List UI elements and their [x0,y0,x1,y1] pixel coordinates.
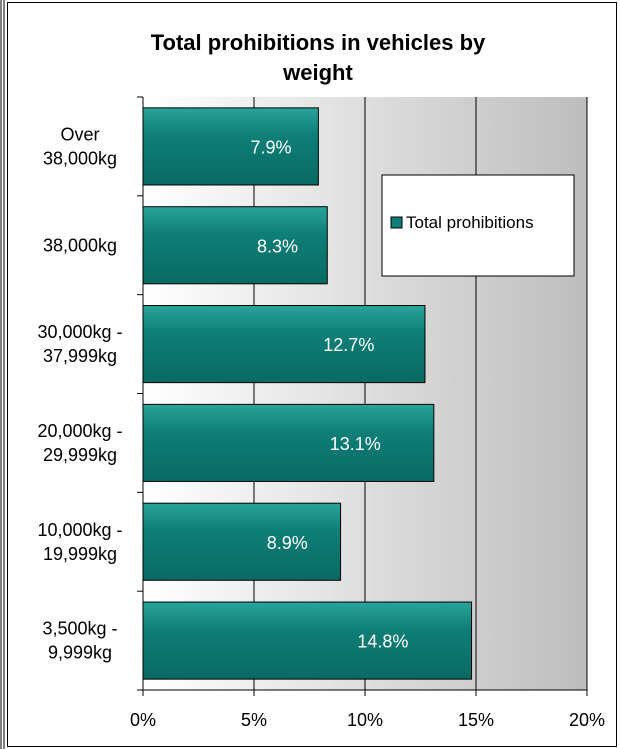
category-label-5-line-0: 3,500kg - [42,619,117,639]
category-label-1: 38,000kg [43,235,117,255]
category-label-4-line-1: 19,999kg [43,544,117,564]
legend-label: Total prohibitions [406,213,534,232]
bar-5 [142,601,473,680]
category-label-2-line-1: 37,999kg [43,346,117,366]
category-label-0: Over 38,000kg [43,124,117,168]
category-labels: Over 38,000kg 38,000kg 30,000kg - 37,999kg 20… [37,124,122,662]
category-label-5: 3,500kg - 9,999kg [42,619,117,663]
x-tick-label-3: 15% [458,710,494,730]
category-label-0-line-1: 38,000kg [43,148,117,168]
bar-labels: 7.9% 8.3% 12.7% 13.1% 8.9% 14.8% [251,137,409,651]
bars [142,107,473,680]
category-label-4: 10,000kg - 19,999kg [37,520,122,564]
bar-label-4: 8.9% [267,533,308,553]
category-label-0-line-0: Over [60,124,99,144]
bar-label-3: 13.1% [330,434,381,454]
bar-1 [142,206,328,285]
bar-0 [142,107,319,186]
bar-label-1: 8.3% [257,236,298,256]
x-tick-label-4: 20% [569,710,605,730]
category-label-2: 30,000kg - 37,999kg [37,322,122,366]
x-tick-label-2: 10% [347,710,383,730]
bar-3 [142,403,435,482]
legend-box [381,174,575,277]
bar-label-0: 7.9% [251,137,292,157]
legend-swatch [390,216,403,229]
category-label-4-line-0: 10,000kg - [37,520,122,540]
bar-4 [142,502,342,581]
category-label-2-line-0: 30,000kg - [37,322,122,342]
chart-title-line-1: Total prohibitions in vehicles by [151,30,486,55]
x-tick-label-1: 5% [241,710,267,730]
legend: Total prohibitions [381,174,575,277]
category-label-3: 20,000kg - 29,999kg [37,421,122,465]
bar-label-2: 12.7% [323,335,374,355]
axes [137,96,588,696]
bar-2 [142,305,426,384]
bar-label-5: 14.8% [357,632,408,652]
category-label-3-line-1: 29,999kg [43,445,117,465]
x-tick-labels: 0% 5% 10% 15% 20% [130,710,605,730]
category-label-3-line-0: 20,000kg - [37,421,122,441]
category-label-5-line-1: 9,999kg [48,643,112,663]
category-label-1-line-0: 38,000kg [43,235,117,255]
chart-title-line-2: weight [282,60,353,85]
x-tick-label-0: 0% [130,710,156,730]
